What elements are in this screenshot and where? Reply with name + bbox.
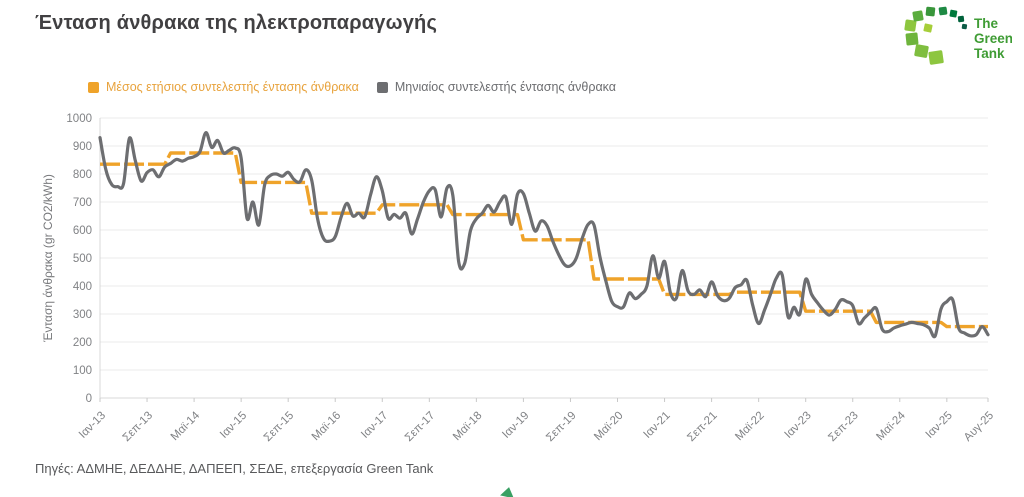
x-tick-label: Μαϊ-22 bbox=[733, 410, 767, 444]
x-tick-label: Σεπ-21 bbox=[685, 410, 720, 445]
x-tick-label: Σεπ-13 bbox=[121, 410, 156, 445]
x-tick-label: Αυγ-25 bbox=[962, 410, 996, 444]
y-tick-label: 200 bbox=[73, 337, 92, 349]
y-tick-label: 100 bbox=[73, 365, 92, 377]
legend-item-monthly: Μηνιαίος συντελεστής έντασης άνθρακα bbox=[376, 80, 617, 94]
y-tick-label: 1000 bbox=[66, 113, 92, 125]
y-tick-label: 700 bbox=[73, 197, 92, 209]
x-tick-label: Σεπ-15 bbox=[262, 410, 297, 445]
monthly-series-label: Μηνιαίος συντελεστής έντασης άνθρακα bbox=[394, 80, 617, 94]
x-tick-label: Ιαν-25 bbox=[924, 410, 955, 441]
x-tick-label: Μαϊ-20 bbox=[592, 410, 626, 444]
y-tick-label: 900 bbox=[73, 141, 92, 153]
source-note: Πηγές: ΑΔΜΗΕ, ΔΕΔΔΗΕ, ΔΑΠΕΕΠ, ΣΕΔΕ, επεξ… bbox=[35, 461, 434, 476]
x-tick-label: Σεπ-19 bbox=[544, 410, 579, 445]
logo-swirl-icon bbox=[904, 6, 968, 65]
annual-series-label: Μέσος ετήσιος συντελεστής έντασης άνθρακ… bbox=[106, 80, 359, 94]
y-axis-tick-labels: 0 100 200 300 400 500 600 700 800 900 1000 bbox=[66, 113, 92, 405]
x-tick-label: Μαϊ-14 bbox=[169, 409, 203, 443]
x-tick-label: Σεπ-17 bbox=[403, 410, 438, 445]
y-tick-label: 300 bbox=[73, 309, 92, 321]
legend-item-annual: Μέσος ετήσιος συντελεστής έντασης άνθρακ… bbox=[88, 80, 359, 94]
y-tick-label: 600 bbox=[73, 225, 92, 237]
logo-line-tank: Tank bbox=[974, 46, 1005, 61]
x-tick-label: Ιαν-13 bbox=[77, 410, 108, 441]
monthly-line bbox=[98, 130, 990, 339]
annual-series-swatch-icon bbox=[88, 81, 99, 93]
annual-average-line bbox=[100, 151, 988, 329]
y-tick-label: 400 bbox=[73, 281, 92, 293]
bottom-green-mark-icon bbox=[500, 485, 516, 497]
green-tank-logo: The Green Tank bbox=[904, 6, 1012, 65]
logo-wordmark: The Green Tank bbox=[974, 16, 1012, 61]
y-tick-label: 0 bbox=[86, 393, 92, 405]
x-tick-label: Μαϊ-16 bbox=[310, 410, 344, 444]
y-gridlines bbox=[100, 117, 988, 399]
monthly-series-swatch-icon bbox=[376, 81, 388, 93]
y-tick-label: 800 bbox=[73, 169, 92, 181]
x-tick-label: Ιαν-17 bbox=[359, 410, 390, 441]
x-tick-label: Μαϊ-18 bbox=[451, 410, 485, 444]
x-tick-label: Ιαν-23 bbox=[783, 410, 814, 441]
x-axis-tick-labels: Ιαν-13 Σεπ-13 Μαϊ-14 Ιαν-15 Σεπ-15 Μαϊ-16 Ιαν-… bbox=[77, 398, 996, 444]
chart-legend: Μέσος ετήσιος συντελεστής έντασης άνθρακ… bbox=[88, 80, 616, 94]
x-tick-label: Ιαν-15 bbox=[218, 410, 249, 441]
logo-line-the: The bbox=[974, 16, 998, 31]
logo-line-green: Green bbox=[974, 31, 1012, 46]
x-tick-label: Ιαν-19 bbox=[500, 410, 531, 441]
page-title: Ένταση άνθρακα της ηλεκτροπαραγωγής bbox=[35, 12, 438, 34]
x-tick-label: Ιαν-21 bbox=[641, 410, 672, 441]
y-tick-label: 500 bbox=[73, 253, 92, 265]
y-axis-title: Ένταση άνθρακα (gr CO2/kWh) bbox=[41, 174, 55, 343]
x-tick-label: Μαϊ-24 bbox=[874, 409, 908, 443]
x-tick-label: Σεπ-23 bbox=[826, 410, 861, 445]
